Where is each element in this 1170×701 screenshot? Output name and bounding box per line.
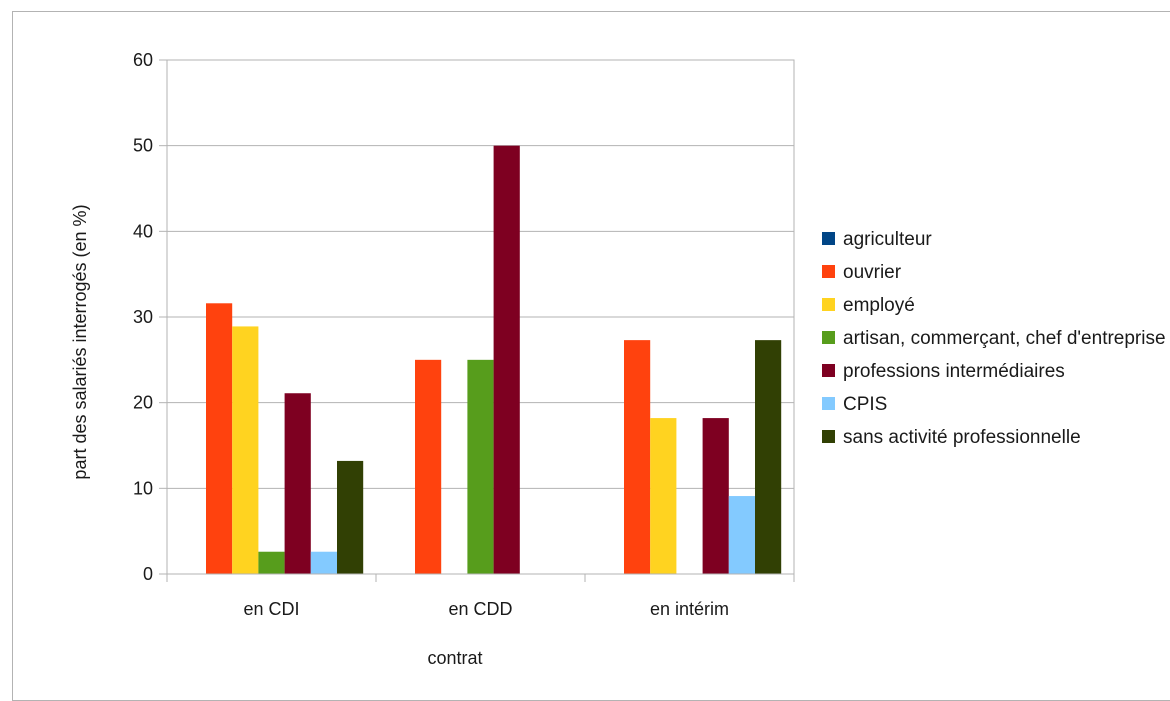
- legend-item: artisan, commerçant, chef d'entreprise: [822, 327, 1168, 350]
- legend-swatch: [822, 430, 835, 443]
- y-tick-label: 10: [133, 478, 153, 498]
- bar: [624, 340, 651, 574]
- legend-item: agriculteur: [822, 228, 1168, 251]
- bar: [493, 145, 520, 574]
- y-tick-label: 0: [143, 564, 153, 584]
- legend-label: professions intermédiaires: [843, 361, 1065, 382]
- bar-chart: 0 10 20 30 40 50 60 en CDI en CDD en intérim part…: [70, 50, 795, 668]
- legend-swatch: [822, 364, 835, 377]
- bar: [284, 393, 311, 574]
- legend-item: professions intermédiaires: [822, 360, 1168, 383]
- y-axis-title: part des salariés interrogés (en %): [70, 204, 90, 479]
- y-tick-label: 60: [133, 50, 153, 70]
- legend-item: ouvrier: [822, 261, 1168, 284]
- legend-label: agriculteur: [843, 229, 932, 250]
- legend-label: CPIS: [843, 394, 888, 415]
- legend: agriculteur ouvrier employé artisan, commer…: [822, 228, 1168, 459]
- y-tick-label: 20: [133, 393, 153, 413]
- x-tick-label: en CDD: [448, 599, 512, 619]
- legend-label: sans activité professionnelle: [843, 427, 1081, 448]
- y-tick-label: 30: [133, 307, 153, 327]
- legend-label: employé: [843, 295, 915, 316]
- axes: 0 10 20 30 40 50 60 en CDI en CDD en intérim: [133, 50, 795, 619]
- bar: [728, 496, 755, 574]
- x-axis-title: contrat: [427, 648, 482, 668]
- bar: [232, 326, 259, 574]
- bar: [337, 460, 364, 574]
- bar: [467, 359, 494, 574]
- y-tick-label: 50: [133, 136, 153, 156]
- x-tick-label: en intérim: [650, 599, 729, 619]
- bars: [206, 145, 782, 574]
- legend-swatch: [822, 331, 835, 344]
- bar: [415, 359, 442, 574]
- bar: [755, 340, 782, 574]
- legend-label: artisan, commerçant, chef d'entreprise: [843, 328, 1166, 349]
- bar: [258, 551, 285, 574]
- bar: [650, 418, 677, 574]
- legend-swatch: [822, 298, 835, 311]
- bar: [310, 551, 337, 574]
- bar: [206, 303, 233, 574]
- legend-swatch: [822, 265, 835, 278]
- legend-item: employé: [822, 294, 1168, 317]
- legend-label: ouvrier: [843, 262, 902, 283]
- legend-swatch: [822, 397, 835, 410]
- legend-item: CPIS: [822, 393, 1168, 416]
- legend-swatch: [822, 232, 835, 245]
- x-tick-label: en CDI: [243, 599, 299, 619]
- y-tick-label: 40: [133, 221, 153, 241]
- bar: [702, 418, 729, 574]
- legend-item: sans activité professionnelle: [822, 426, 1168, 449]
